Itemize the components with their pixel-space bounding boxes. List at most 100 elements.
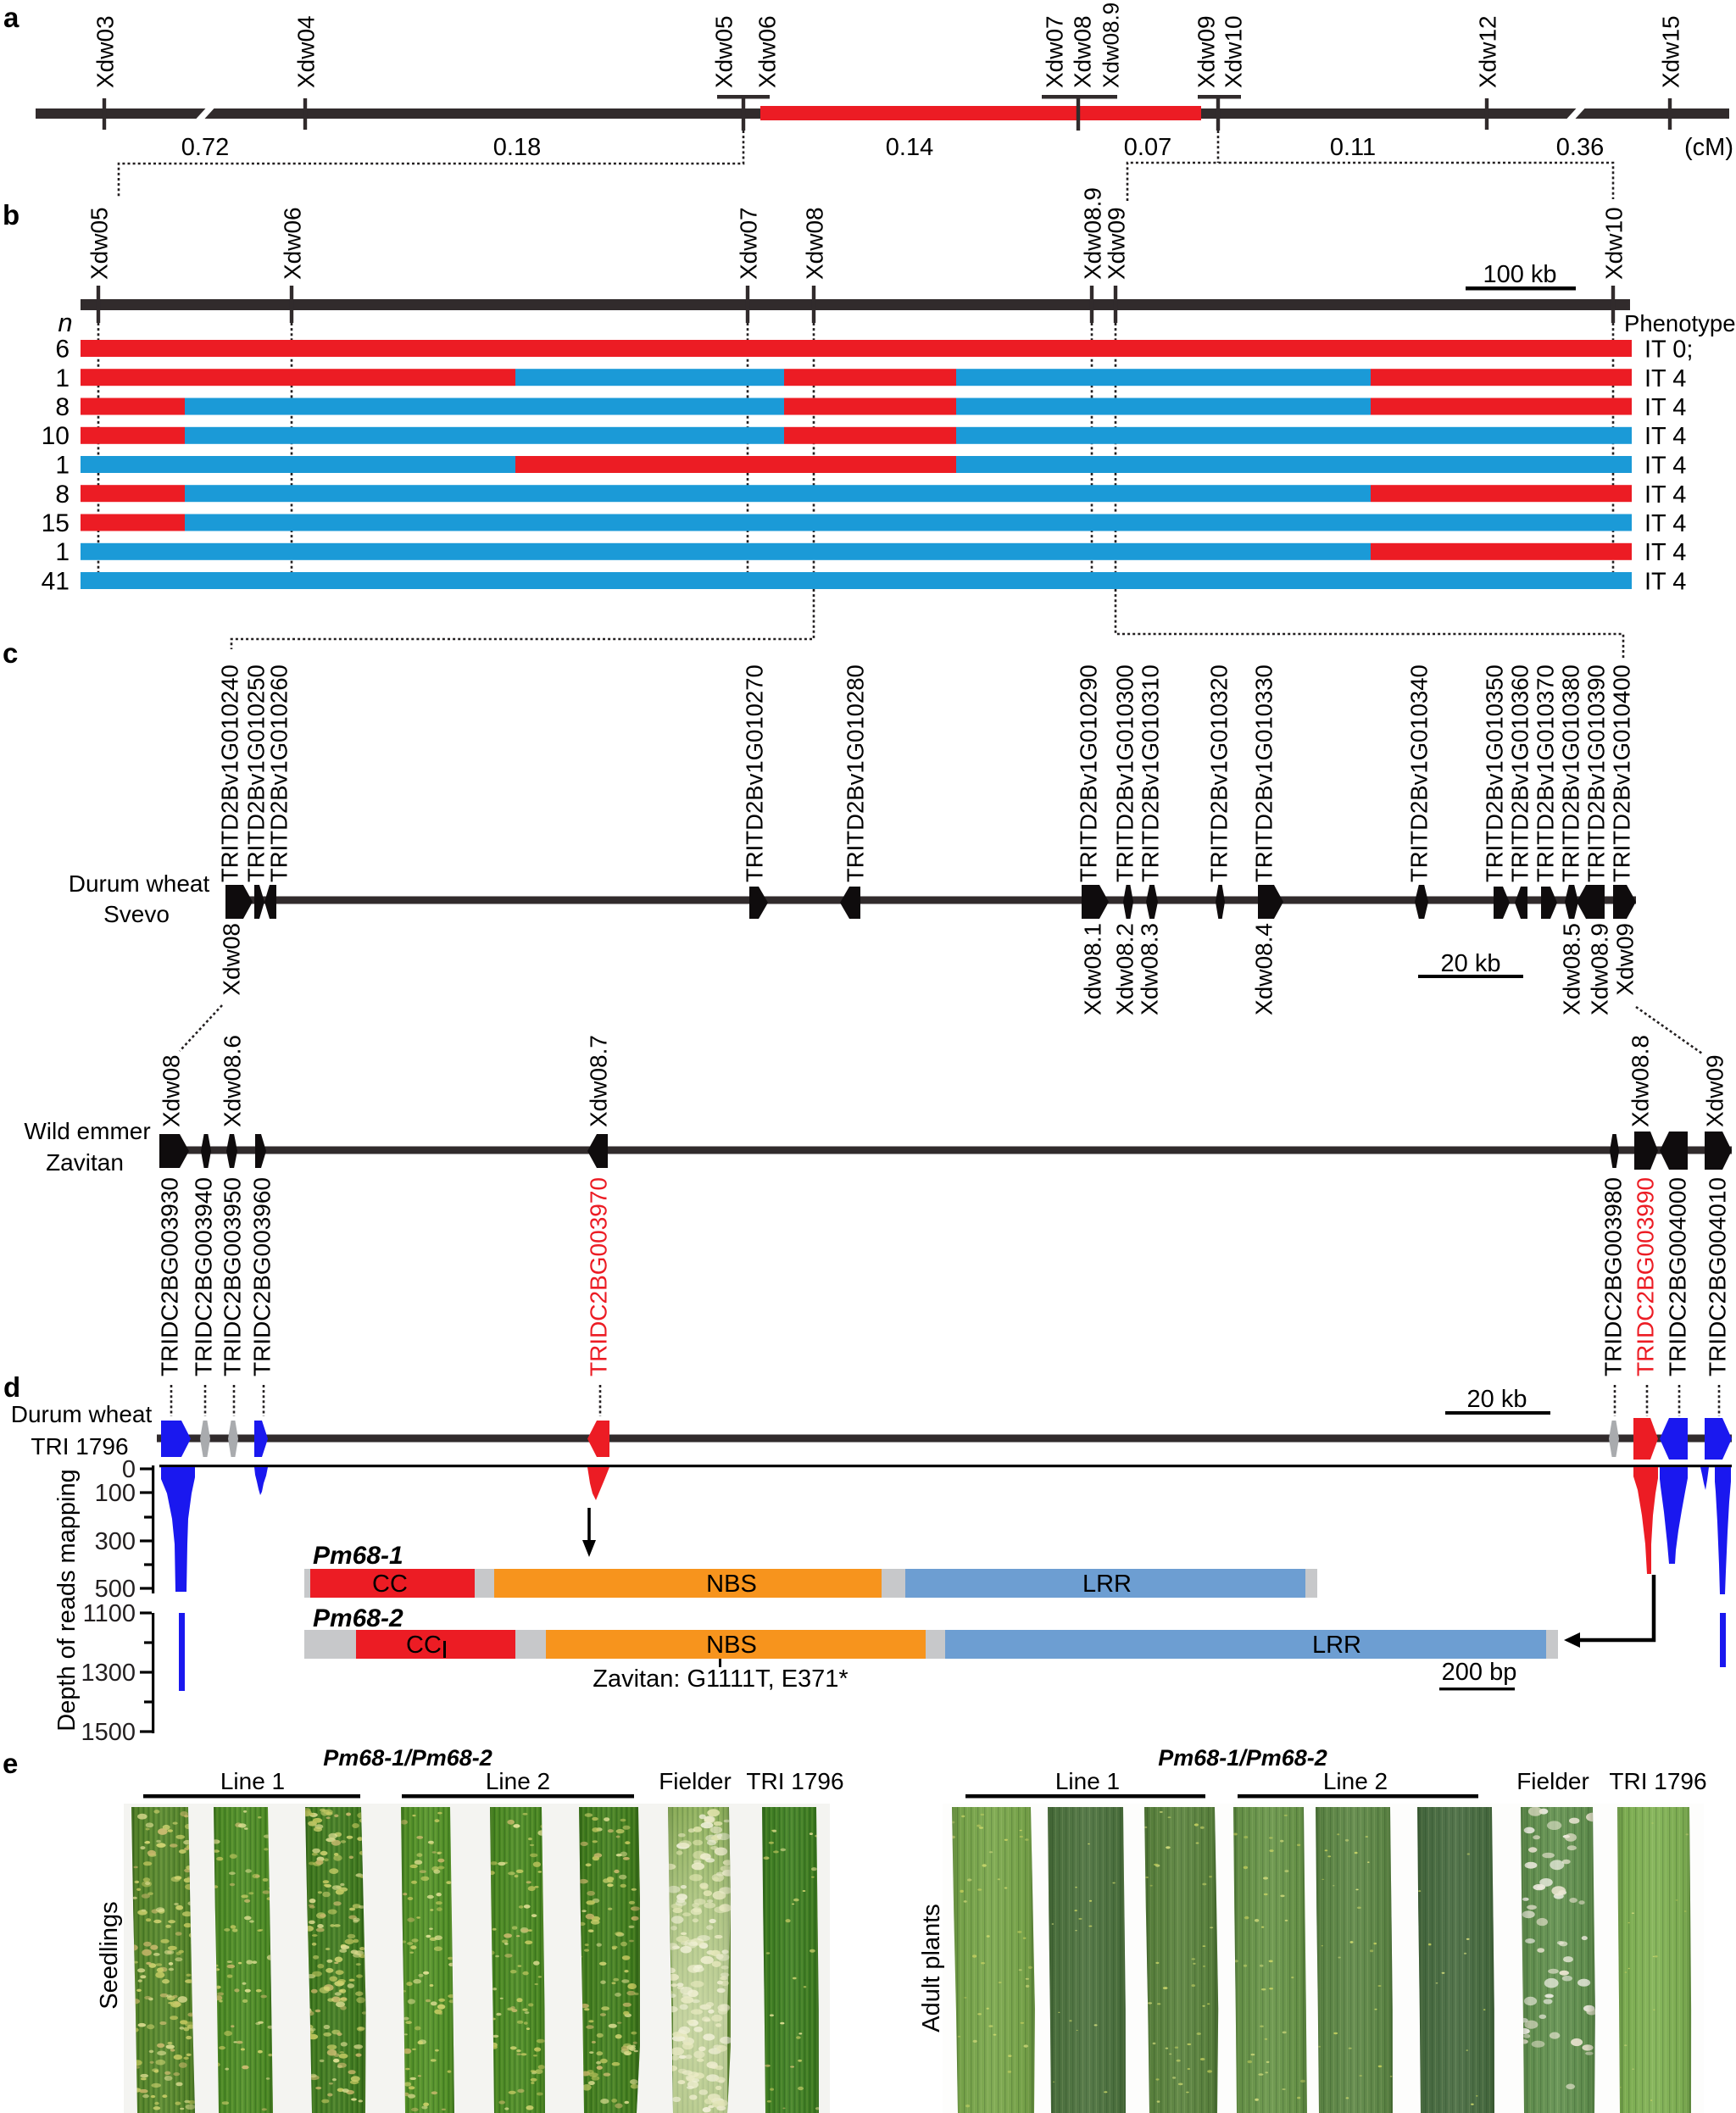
svg-text:Line 1: Line 1 xyxy=(220,1768,285,1794)
svg-text:Xdw08: Xdw08 xyxy=(159,1054,185,1127)
svg-text:TRIDC2BG003950: TRIDC2BG003950 xyxy=(220,1177,246,1376)
svg-text:TRITD2Bv1G010250: TRITD2Bv1G010250 xyxy=(243,664,270,882)
svg-text:e: e xyxy=(3,1748,18,1779)
svg-text:TRIDC2BG004000: TRIDC2BG004000 xyxy=(1665,1177,1691,1376)
svg-text:Xdw06: Xdw06 xyxy=(754,15,781,88)
svg-text:Xdw08.4: Xdw08.4 xyxy=(1251,923,1277,1015)
svg-text:TRITD2Bv1G010400: TRITD2Bv1G010400 xyxy=(1609,664,1635,882)
svg-text:TRIDC2BG003930: TRIDC2BG003930 xyxy=(157,1177,183,1376)
svg-text:IT 4: IT 4 xyxy=(1644,481,1686,509)
svg-text:IT 4: IT 4 xyxy=(1644,394,1686,421)
svg-text:TRIDC2BG003940: TRIDC2BG003940 xyxy=(191,1177,217,1376)
svg-text:TRITD2Bv1G010290: TRITD2Bv1G010290 xyxy=(1076,664,1102,882)
svg-text:Xdw08.2: Xdw08.2 xyxy=(1112,923,1138,1015)
svg-text:TRITD2Bv1G010240: TRITD2Bv1G010240 xyxy=(217,664,243,882)
svg-text:Zavitan: Zavitan xyxy=(46,1149,124,1176)
svg-text:IT 4: IT 4 xyxy=(1644,569,1686,596)
svg-text:Adult plants: Adult plants xyxy=(918,1904,945,2032)
svg-text:10: 10 xyxy=(42,422,70,450)
svg-text:0.72: 0.72 xyxy=(181,134,229,161)
svg-text:TRITD2Bv1G010330: TRITD2Bv1G010330 xyxy=(1251,664,1277,882)
svg-text:Xdw09: Xdw09 xyxy=(1104,207,1130,280)
svg-text:Xdw06: Xdw06 xyxy=(280,207,306,280)
svg-text:Xdw12: Xdw12 xyxy=(1475,15,1501,88)
svg-text:Phenotype: Phenotype xyxy=(1624,310,1736,336)
svg-text:Line 2: Line 2 xyxy=(1323,1768,1388,1794)
svg-text:Xdw08.7: Xdw08.7 xyxy=(586,1035,612,1127)
svg-text:300: 300 xyxy=(95,1528,136,1555)
svg-text:Xdw05: Xdw05 xyxy=(711,15,737,88)
svg-text:TRIDC2BG003990: TRIDC2BG003990 xyxy=(1633,1177,1659,1376)
svg-text:Seedlings: Seedlings xyxy=(96,1901,123,2009)
svg-text:TRITD2Bv1G010260: TRITD2Bv1G010260 xyxy=(266,664,292,882)
svg-text:Xdw08: Xdw08 xyxy=(802,207,828,280)
svg-text:8: 8 xyxy=(55,481,70,509)
svg-text:Durum wheat: Durum wheat xyxy=(11,1401,153,1427)
svg-text:500: 500 xyxy=(95,1576,136,1603)
svg-text:IT 4: IT 4 xyxy=(1644,539,1686,566)
svg-text:d: d xyxy=(3,1371,20,1403)
svg-text:0: 0 xyxy=(122,1456,136,1483)
svg-text:Pm68-1/Pm68-2: Pm68-1/Pm68-2 xyxy=(323,1745,492,1771)
svg-text:41: 41 xyxy=(42,568,70,596)
svg-text:0.11: 0.11 xyxy=(1330,134,1376,161)
svg-text:TRITD2Bv1G010390: TRITD2Bv1G010390 xyxy=(1583,664,1610,882)
svg-text:Pm68-2: Pm68-2 xyxy=(313,1604,403,1632)
svg-text:6: 6 xyxy=(55,336,70,364)
svg-text:TRITD2Bv1G010280: TRITD2Bv1G010280 xyxy=(843,664,869,882)
svg-text:Xdw07: Xdw07 xyxy=(736,207,762,280)
svg-text:Fielder: Fielder xyxy=(1516,1768,1589,1794)
svg-text:Fielder: Fielder xyxy=(659,1768,732,1794)
svg-text:1500: 1500 xyxy=(81,1719,136,1746)
svg-text:Xdw08.9: Xdw08.9 xyxy=(1080,187,1106,280)
svg-text:TRITD2Bv1G010310: TRITD2Bv1G010310 xyxy=(1138,664,1164,882)
svg-text:Xdw10: Xdw10 xyxy=(1221,15,1247,88)
svg-text:n: n xyxy=(58,308,72,337)
svg-text:Pm68-1/Pm68-2: Pm68-1/Pm68-2 xyxy=(1158,1745,1327,1771)
svg-text:15: 15 xyxy=(42,509,70,537)
svg-text:Xdw08: Xdw08 xyxy=(1070,15,1096,88)
svg-text:TRITD2Bv1G010270: TRITD2Bv1G010270 xyxy=(742,664,768,882)
svg-text:0.18: 0.18 xyxy=(493,134,541,161)
svg-text:Xdw09: Xdw09 xyxy=(1702,1054,1728,1127)
svg-text:TRIDC2BG003970: TRIDC2BG003970 xyxy=(586,1177,612,1376)
svg-text:100 kb: 100 kb xyxy=(1483,261,1556,288)
svg-text:Svevo: Svevo xyxy=(103,901,170,927)
svg-text:TRIDC2BG004010: TRIDC2BG004010 xyxy=(1705,1177,1731,1376)
svg-text:Xdw08.9: Xdw08.9 xyxy=(1587,923,1613,1015)
svg-text:IT 4: IT 4 xyxy=(1644,365,1686,392)
svg-text:0.07: 0.07 xyxy=(1124,134,1171,161)
svg-text:Xdw05: Xdw05 xyxy=(86,207,113,280)
svg-text:8: 8 xyxy=(55,393,70,421)
svg-text:c: c xyxy=(3,637,18,669)
svg-text:Xdw08: Xdw08 xyxy=(219,923,245,996)
svg-text:TRI 1796: TRI 1796 xyxy=(1609,1768,1706,1794)
svg-text:Depth of reads mapping: Depth of reads mapping xyxy=(53,1469,81,1732)
svg-text:TRITD2Bv1G010380: TRITD2Bv1G010380 xyxy=(1558,664,1584,882)
svg-text:Xdw08.8: Xdw08.8 xyxy=(1628,1035,1654,1127)
svg-text:Xdw08.9: Xdw08.9 xyxy=(1099,3,1124,88)
svg-text:b: b xyxy=(3,199,19,231)
svg-text:Xdw03: Xdw03 xyxy=(92,15,119,88)
svg-text:Xdw10: Xdw10 xyxy=(1601,207,1628,280)
svg-text:0.14: 0.14 xyxy=(886,134,933,161)
svg-text:Xdw08.3: Xdw08.3 xyxy=(1137,923,1163,1015)
svg-text:NBS: NBS xyxy=(706,1571,757,1598)
svg-text:Xdw09: Xdw09 xyxy=(1612,923,1639,996)
svg-text:TRITD2Bv1G010320: TRITD2Bv1G010320 xyxy=(1206,664,1232,882)
svg-text:a: a xyxy=(3,2,19,33)
svg-text:Zavitan: G1111T, E371*: Zavitan: G1111T, E371* xyxy=(593,1665,848,1693)
svg-text:TRI 1796: TRI 1796 xyxy=(746,1768,843,1794)
svg-text:TRITD2Bv1G010300: TRITD2Bv1G010300 xyxy=(1112,664,1138,882)
svg-text:Durum wheat: Durum wheat xyxy=(69,870,210,897)
svg-text:CC: CC xyxy=(372,1571,408,1598)
svg-text:CC: CC xyxy=(406,1632,442,1659)
svg-text:1100: 1100 xyxy=(83,1600,136,1627)
svg-text:Xdw08.5: Xdw08.5 xyxy=(1559,923,1585,1015)
svg-text:200 bp: 200 bp xyxy=(1442,1659,1517,1686)
svg-text:100: 100 xyxy=(95,1480,136,1507)
svg-text:TRIDC2BG003960: TRIDC2BG003960 xyxy=(249,1177,275,1376)
svg-text:Xdw08.6: Xdw08.6 xyxy=(220,1035,246,1127)
svg-text:1: 1 xyxy=(55,452,70,480)
svg-text:TRITD2Bv1G010370: TRITD2Bv1G010370 xyxy=(1533,664,1559,882)
